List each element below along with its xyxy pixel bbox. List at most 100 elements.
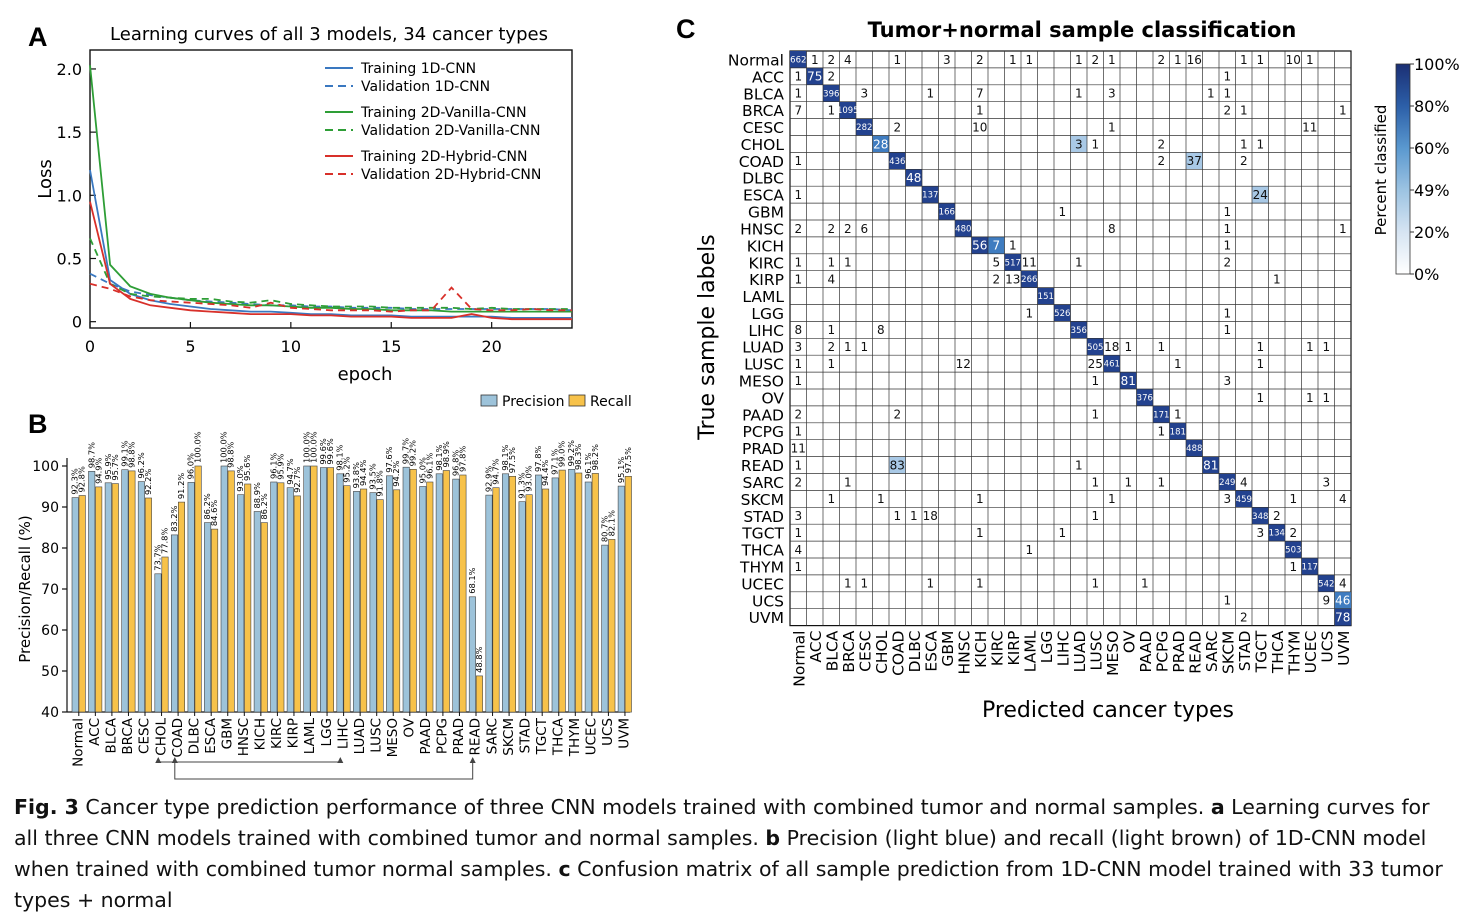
cell-count: 3 [1075,137,1083,151]
cell-count: 25 [1088,357,1103,371]
x-tick-label: PAAD [418,718,434,755]
cell-count: 1 [844,475,852,489]
colorbar [1395,63,1411,275]
cell-count: 1 [1306,340,1314,354]
row-label: SKCM [741,491,784,509]
column-label: Normal [790,631,808,687]
cell-count: 1 [1058,526,1066,540]
cell-count: 1 [827,104,835,118]
y-tick-label: 1.5 [57,123,82,142]
column-label: ACC [807,631,825,663]
cell-count: 3 [1256,526,1264,540]
matrix-cell [823,84,840,102]
x-tick-label: KIRP [286,718,302,748]
bar-value-label: 88.9% [252,482,262,508]
cell-count: 1 [1322,340,1330,354]
bar [542,488,550,713]
bar [551,477,559,713]
bar [286,487,294,713]
cell-count: 1 [893,53,901,67]
row-label: HNSC [740,220,784,238]
bar-value-label: 91.2% [176,473,186,499]
cell-count: 1 [1157,340,1165,354]
bar-value-label: 98.8% [126,441,136,467]
y-tick-label: 50 [41,664,59,680]
cell-count: 461 [1104,360,1120,370]
cell-count: 2 [1240,154,1248,168]
cell-count: 83 [890,458,905,472]
cell-count: 1 [844,340,852,354]
cell-count: 1 [1256,53,1264,67]
cell-count: 1 [1075,53,1083,67]
legend-entry: Precision [502,394,564,410]
bar-value-label: 97.6% [384,446,394,472]
cell-count: 81 [1203,458,1218,472]
column-label: HNSC [955,631,973,675]
bar-value-label: 97.5% [623,447,633,473]
cell-count: 1 [1207,87,1215,101]
cell-count: 1 [1091,408,1099,422]
x-tick-label: OV [402,717,418,737]
x-tick-label: CHOL [153,718,169,756]
cell-count: 1 [976,492,984,506]
cell-count: 1 [1256,340,1264,354]
bar-value-label: 96.1% [268,453,278,479]
matrix-cell [1219,473,1236,491]
matrix-cell [905,169,922,187]
bar [376,499,384,713]
cell-count: 1 [1124,475,1132,489]
matrix-cell [856,118,873,136]
cell-count: 1 [1223,222,1231,236]
column-label: UVM [1335,631,1353,666]
bar [459,474,467,713]
y-tick-label: 100 [32,459,59,475]
figure-caption: Fig. 3 Cancer type prediction performanc… [14,792,1454,916]
bar [558,469,566,713]
column-label: KIRP [1005,631,1023,666]
matrix-cell [1054,304,1071,322]
bar [187,482,195,713]
cell-count: 396 [823,89,839,99]
row-label: PAAD [742,406,784,424]
cell-count: 9 [1322,594,1330,608]
bar [601,544,609,713]
y-tick-label: 0.5 [57,250,82,269]
bar [575,472,583,713]
cell-count: 1 [1091,374,1099,388]
cell-count: 1 [926,577,934,591]
bar-value-label: 98.7% [86,442,96,468]
bar-value-label: 99.1% [119,440,129,466]
cell-count: 1 [1108,492,1116,506]
bar-value-label: 100.0% [219,431,229,463]
cell-count: 137 [922,191,938,201]
cell-count: 1 [1223,87,1231,101]
row-label: TGCT [741,525,784,543]
x-tick-label: 5 [185,337,195,356]
legend-entry: Validation 1D-CNN [361,79,490,95]
colorbar-label: Percent classified [1372,105,1390,236]
y-tick-label: 0 [72,313,82,332]
cell-count: 4 [1240,475,1248,489]
bar [584,481,592,713]
cell-count: 1 [1091,509,1099,523]
bar-value-label: 84.6% [209,500,219,526]
bar-value-label: 98.1% [335,444,345,470]
matrix-cell [790,51,807,68]
bar [369,492,377,713]
row-label: OV [761,389,784,407]
bar [310,465,318,713]
bar-value-label: 80.7% [599,516,609,542]
cell-count: 2 [1157,137,1165,151]
cell-count: 1095 [837,106,859,116]
column-label: SARC [1203,631,1221,673]
cell-count: 1 [1174,357,1182,371]
row-label: UCS [752,592,784,610]
cell-count: 1 [893,509,901,523]
row-label: UCEC [741,575,784,593]
cell-count: 5 [992,256,1000,270]
colorbar-tick-label: 80% [1414,97,1450,116]
panel-a-letter: A [28,22,48,52]
cell-count: 78 [1335,611,1350,625]
bar-value-label: 99.6% [325,438,335,464]
cell-count: 3 [860,87,868,101]
